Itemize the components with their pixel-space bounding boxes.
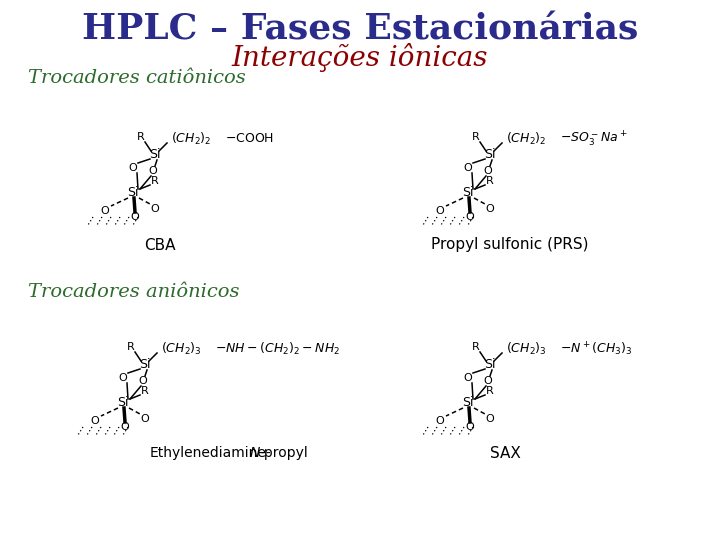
Text: O: O [484,166,492,176]
Text: R: R [472,342,480,352]
Text: $(CH_2)_3$: $(CH_2)_3$ [506,341,546,357]
Text: O: O [150,204,159,214]
Text: Si: Si [149,148,161,161]
Text: R: R [141,386,149,396]
Text: HPLC – Fases Estacionárias: HPLC – Fases Estacionárias [82,13,638,47]
Text: $-N^+(CH_3)_3$: $-N^+(CH_3)_3$ [560,340,633,357]
Text: O: O [464,373,472,383]
Text: O: O [129,163,138,173]
Text: Si: Si [485,148,496,161]
Text: O: O [466,212,474,222]
Text: R: R [127,342,135,352]
Text: $-NH-(CH_2)_2-NH_2$: $-NH-(CH_2)_2-NH_2$ [215,341,340,357]
Text: R: R [137,132,145,142]
Text: Si: Si [127,186,139,199]
Text: -propyl: -propyl [259,446,307,460]
Text: Si: Si [139,359,150,372]
Text: O: O [121,422,130,432]
Text: O: O [436,416,444,426]
Text: O: O [139,376,148,386]
Text: O: O [91,416,99,426]
Text: $(CH_2)_2$: $(CH_2)_2$ [506,131,546,147]
Text: N: N [250,446,261,460]
Text: Interações iônicas: Interações iônicas [232,43,488,71]
Text: Si: Si [485,359,496,372]
Text: SAX: SAX [490,446,521,461]
Text: Ethylenediamine-: Ethylenediamine- [150,446,271,460]
Text: Si: Si [462,396,474,409]
Text: O: O [464,163,472,173]
Text: R: R [472,132,480,142]
Text: $-$COOH: $-$COOH [225,132,274,145]
Text: O: O [130,212,140,222]
Text: O: O [148,166,158,176]
Text: R: R [486,386,494,396]
Text: O: O [466,422,474,432]
Text: O: O [485,204,495,214]
Text: Trocadores catiônicos: Trocadores catiônicos [28,69,246,87]
Text: Trocadores aniônicos: Trocadores aniônicos [28,283,240,301]
Text: O: O [119,373,127,383]
Text: $(CH_2)_3$: $(CH_2)_3$ [161,341,202,357]
Text: Si: Si [117,396,129,409]
Text: O: O [140,414,149,424]
Text: $-SO_3^-Na^+$: $-SO_3^-Na^+$ [560,130,628,148]
Text: Propyl sulfonic (PRS): Propyl sulfonic (PRS) [431,238,589,253]
Text: O: O [101,206,109,216]
Text: Si: Si [462,186,474,199]
Text: O: O [436,206,444,216]
Text: O: O [485,414,495,424]
Text: $(CH_2)_2$: $(CH_2)_2$ [171,131,212,147]
Text: O: O [484,376,492,386]
Text: CBA: CBA [144,238,176,253]
Text: R: R [486,176,494,186]
Text: R: R [151,176,159,186]
